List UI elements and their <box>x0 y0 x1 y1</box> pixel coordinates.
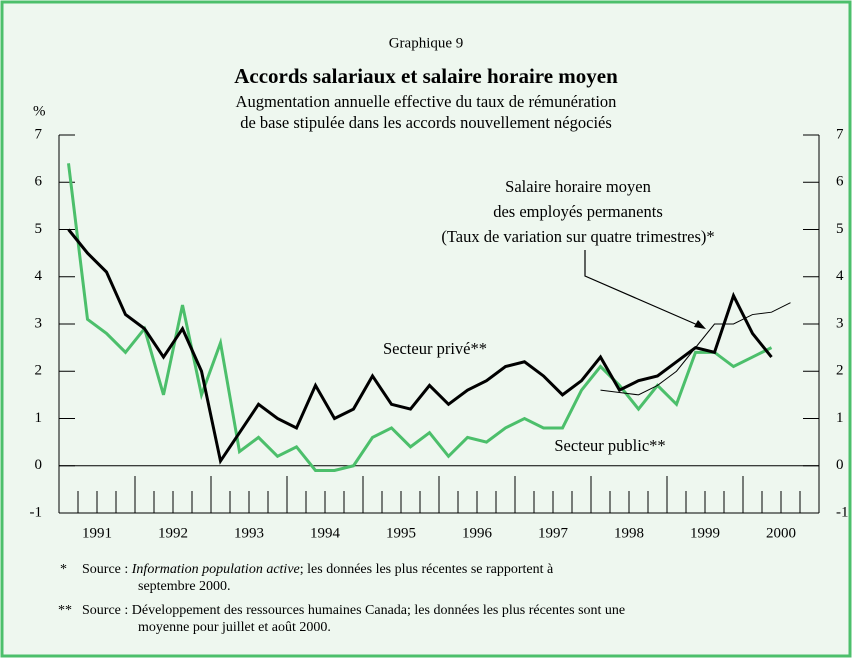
y-tick-label: 2 <box>836 363 844 379</box>
footnote-part: Source : <box>82 562 132 577</box>
y-tick-label: 3 <box>836 315 844 331</box>
x-tick-label: 1994 <box>310 525 341 541</box>
footnote-marker: * <box>60 562 67 577</box>
x-tick-label: 1997 <box>538 525 569 541</box>
series-line <box>67 228 773 465</box>
y-tick-label: 7 <box>836 126 844 142</box>
chart-header: Graphique 9 <box>389 35 464 51</box>
y-tick-label: 6 <box>836 174 844 190</box>
y-tick-label: 4 <box>35 268 43 284</box>
series-line <box>67 163 773 472</box>
y-tick-label: 5 <box>836 221 844 237</box>
y-tick-label: 3 <box>35 315 43 331</box>
x-tick-label: 1998 <box>614 525 644 541</box>
x-tick-label: 1996 <box>462 525 493 541</box>
footnote-part: ; les données les plus récentes se rappo… <box>300 562 554 577</box>
y-tick-label: 0 <box>35 457 43 473</box>
y-tick-label: 2 <box>35 363 43 379</box>
x-tick-label: 2000 <box>766 525 796 541</box>
x-tick-label: 1991 <box>82 525 112 541</box>
y-tick-label: -1 <box>836 504 849 520</box>
y-tick-label: -1 <box>30 504 43 520</box>
footnote: septembre 2000. <box>138 579 231 594</box>
footnote-part: Information population active <box>131 562 300 577</box>
y-tick-label: 6 <box>35 174 43 190</box>
chart-subtitle: Augmentation annuelle effective du taux … <box>236 92 617 111</box>
annotation: Salaire horaire moyen <box>505 177 651 196</box>
footnote: moyenne pour juillet et août 2000. <box>138 620 331 635</box>
x-tick-label: 1999 <box>690 525 720 541</box>
chart-title: Accords salariaux et salaire horaire moy… <box>234 64 618 88</box>
arrow-head <box>694 320 706 329</box>
footnote: Source : Information population active; … <box>82 562 554 577</box>
x-tick-label: 1993 <box>234 525 264 541</box>
annotation: des employés permanents <box>493 202 663 221</box>
y-tick-label: 4 <box>836 268 844 284</box>
y-tick-label: 1 <box>35 410 43 426</box>
annotation-arrow <box>584 250 701 327</box>
annotation: (Taux de variation sur quatre trimestres… <box>441 227 714 246</box>
y-tick-label: 1 <box>836 410 844 426</box>
chart-subtitle: de base stipulée dans les accords nouvel… <box>240 113 612 132</box>
y-axis-label: % <box>33 103 46 119</box>
series-label: Secteur privé** <box>383 339 487 358</box>
footnote: Source : Développement des ressources hu… <box>82 603 625 618</box>
footnote-marker: ** <box>58 603 72 618</box>
y-tick-label: 7 <box>35 126 43 142</box>
y-tick-label: 0 <box>836 457 844 473</box>
x-tick-label: 1995 <box>386 525 416 541</box>
series-label: Secteur public** <box>554 436 665 455</box>
y-tick-label: 5 <box>35 221 43 237</box>
x-tick-label: 1992 <box>158 525 188 541</box>
